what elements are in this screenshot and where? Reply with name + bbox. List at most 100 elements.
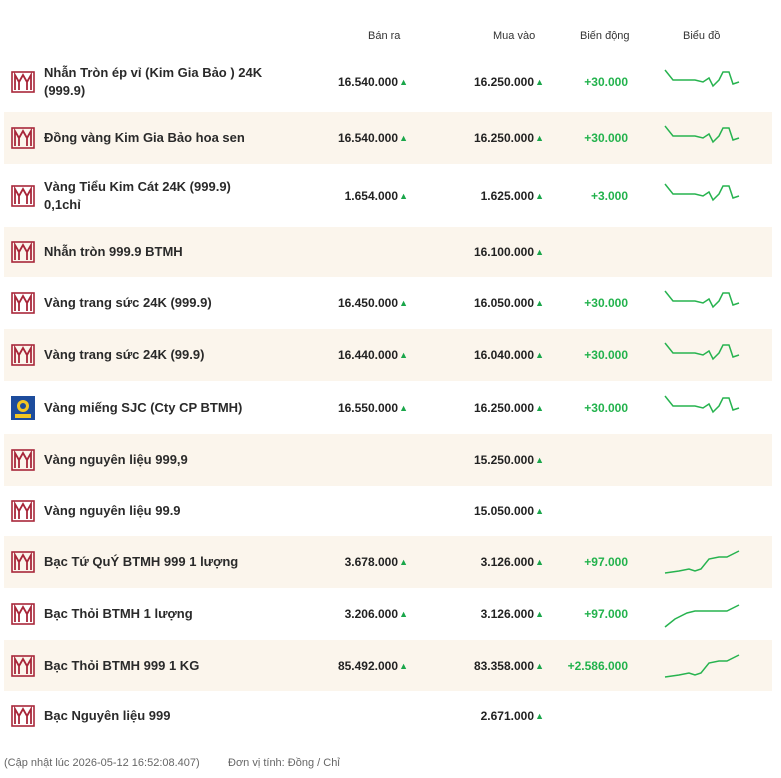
up-arrow: ▲ — [399, 609, 408, 619]
price-row: Vàng Tiểu Kim Cát 24K (999.9) 0,1chỉ 1.65… — [4, 164, 772, 227]
up-arrow: ▲ — [399, 77, 408, 87]
up-arrow: ▲ — [535, 77, 544, 87]
product-name: Vàng nguyên liệu 99.9 — [44, 503, 181, 518]
product-name: Vàng trang sức 24K (999.9) — [44, 295, 212, 310]
col-header: Bán ra — [368, 30, 401, 42]
product-name: Bạc Thỏi BTMH 999 1 KG — [44, 657, 200, 673]
up-arrow: ▲ — [535, 660, 544, 671]
up-arrow: ▲ — [535, 609, 544, 619]
sell-price: 16.440.000 — [337, 348, 398, 362]
up-arrow: ▲ — [399, 133, 408, 143]
sell-price: 1.654.000 — [344, 188, 398, 203]
brand-logo — [11, 126, 35, 150]
buy-price: 16.050.000 — [473, 296, 534, 310]
unit: Đơn vị tính: Đồng / Chỉ — [228, 757, 340, 769]
up-arrow: ▲ — [535, 711, 544, 721]
price-change: +30.000 — [584, 400, 628, 415]
brand-logo — [11, 602, 35, 626]
sell-price: 16.550.000 — [337, 400, 398, 415]
price-change: +30.000 — [584, 131, 628, 145]
up-arrow: ▲ — [535, 247, 544, 257]
product-name: Đồng vàng Kim Gia Bảo hoa sen — [44, 130, 245, 145]
price-change: +97.000 — [584, 607, 628, 621]
up-arrow: ▲ — [399, 660, 408, 671]
buy-price: 83.358.000 — [473, 658, 534, 673]
price-row: Bạc Thỏi BTMH 999 1 KG 85.492.000 ▲ 83.358.… — [4, 640, 772, 691]
brand-logo — [11, 291, 35, 315]
price-change: +30.000 — [584, 296, 628, 310]
sparkline — [664, 183, 740, 201]
brand-logo — [11, 184, 35, 208]
buy-price: 16.100.000 — [473, 245, 534, 259]
product-name: Vàng nguyên liệu 999,9 — [44, 452, 188, 467]
product-name: Nhẫn Tròn ép vỉ (Kim Gia Bảo ) 24K (999.… — [44, 65, 263, 98]
buy-price: 3.126.000 — [480, 607, 534, 621]
price-row: Vàng trang sức 24K (999.9) 16.450.000 ▲ 16.… — [4, 277, 772, 329]
sparkline — [664, 653, 740, 678]
product-name: Bạc Tứ QuÝ BTMH 999 1 lượng — [44, 554, 239, 569]
up-arrow: ▲ — [399, 298, 408, 308]
sell-price: 85.492.000 — [337, 658, 398, 673]
brand-logo — [11, 499, 35, 523]
up-arrow: ▲ — [535, 190, 544, 201]
up-arrow: ▲ — [535, 298, 544, 308]
up-arrow: ▲ — [399, 190, 408, 201]
price-row: Vàng trang sức 24K (99.9) 16.440.000 ▲ 16.0… — [4, 329, 772, 381]
sparkline — [664, 125, 740, 144]
sell-price: 16.540.000 — [337, 75, 398, 89]
sparkline — [664, 604, 740, 628]
buy-price: 16.250.000 — [473, 75, 534, 89]
up-arrow: ▲ — [399, 557, 408, 567]
update-time: (Cập nhật lúc 2026-05-12 16:52:08.407) — [4, 757, 200, 769]
up-arrow: ▲ — [535, 133, 544, 143]
product-name: Bạc Nguyên liệu 999 — [44, 708, 171, 723]
product-name: Nhẫn tròn 999.9 BTMH — [44, 244, 183, 259]
sparkline — [664, 550, 740, 574]
brand-logo — [11, 343, 35, 367]
product-name: Vàng miếng SJC (Cty CP BTMH) — [44, 399, 243, 415]
product-name: Vàng trang sức 24K (99.9) — [44, 347, 205, 362]
up-arrow: ▲ — [535, 557, 544, 567]
price-change: +30.000 — [584, 75, 628, 89]
price-change: +3.000 — [590, 188, 628, 203]
brand-logo — [11, 704, 35, 728]
price-row: Nhẫn Tròn ép vỉ (Kim Gia Bảo ) 24K (999.… — [4, 52, 772, 112]
price-row: Bạc Thỏi BTMH 1 lượng 3.206.000 ▲ 3.126.000… — [4, 588, 772, 640]
buy-price: 16.250.000 — [473, 400, 534, 415]
price-row: Vàng nguyên liệu 999,9 15.250.000 ▲ — [4, 434, 772, 486]
product-name: Vàng Tiểu Kim Cát 24K (999.9) 0,1chỉ — [44, 178, 231, 212]
sell-price: 3.678.000 — [344, 555, 398, 569]
up-arrow: ▲ — [535, 506, 544, 516]
buy-price: 3.126.000 — [480, 555, 534, 569]
col-header: Mua vào — [493, 30, 536, 42]
price-row: Bạc Nguyên liệu 999 2.671.000 ▲ — [4, 691, 772, 741]
brand-logo — [11, 654, 35, 678]
buy-price: 16.040.000 — [473, 348, 534, 362]
col-header: Biến động — [580, 30, 630, 42]
buy-price: 2.671.000 — [480, 709, 534, 723]
sell-price: 3.206.000 — [344, 607, 398, 621]
buy-price: 1.625.000 — [480, 188, 534, 203]
sparkline — [664, 395, 740, 413]
col-header: Biểu đồ — [683, 30, 721, 42]
price-row: Đồng vàng Kim Gia Bảo hoa sen 16.540.000 ▲… — [4, 112, 772, 164]
brand-logo — [11, 448, 35, 472]
up-arrow: ▲ — [535, 350, 544, 360]
price-row: Vàng nguyên liệu 99.9 15.050.000 ▲ — [4, 486, 772, 536]
price-row: Nhẫn tròn 999.9 BTMH 16.100.000 ▲ — [4, 227, 772, 277]
up-arrow: ▲ — [399, 350, 408, 360]
sparkline — [664, 69, 740, 88]
sell-price: 16.450.000 — [337, 296, 398, 310]
up-arrow: ▲ — [399, 402, 408, 413]
product-name: Bạc Thỏi BTMH 1 lượng — [44, 606, 193, 621]
price-row: Vàng miếng SJC (Cty CP BTMH) 16.550.000 ▲ 1… — [4, 381, 772, 434]
brand-logo — [11, 550, 35, 574]
price-row: Bạc Tứ QuÝ BTMH 999 1 lượng 3.678.000 ▲ 3.1… — [4, 536, 772, 588]
price-change: +97.000 — [584, 555, 628, 569]
up-arrow: ▲ — [535, 402, 544, 413]
sell-price: 16.540.000 — [337, 131, 398, 145]
brand-logo — [11, 395, 35, 420]
brand-logo — [11, 70, 35, 94]
up-arrow: ▲ — [535, 455, 544, 465]
